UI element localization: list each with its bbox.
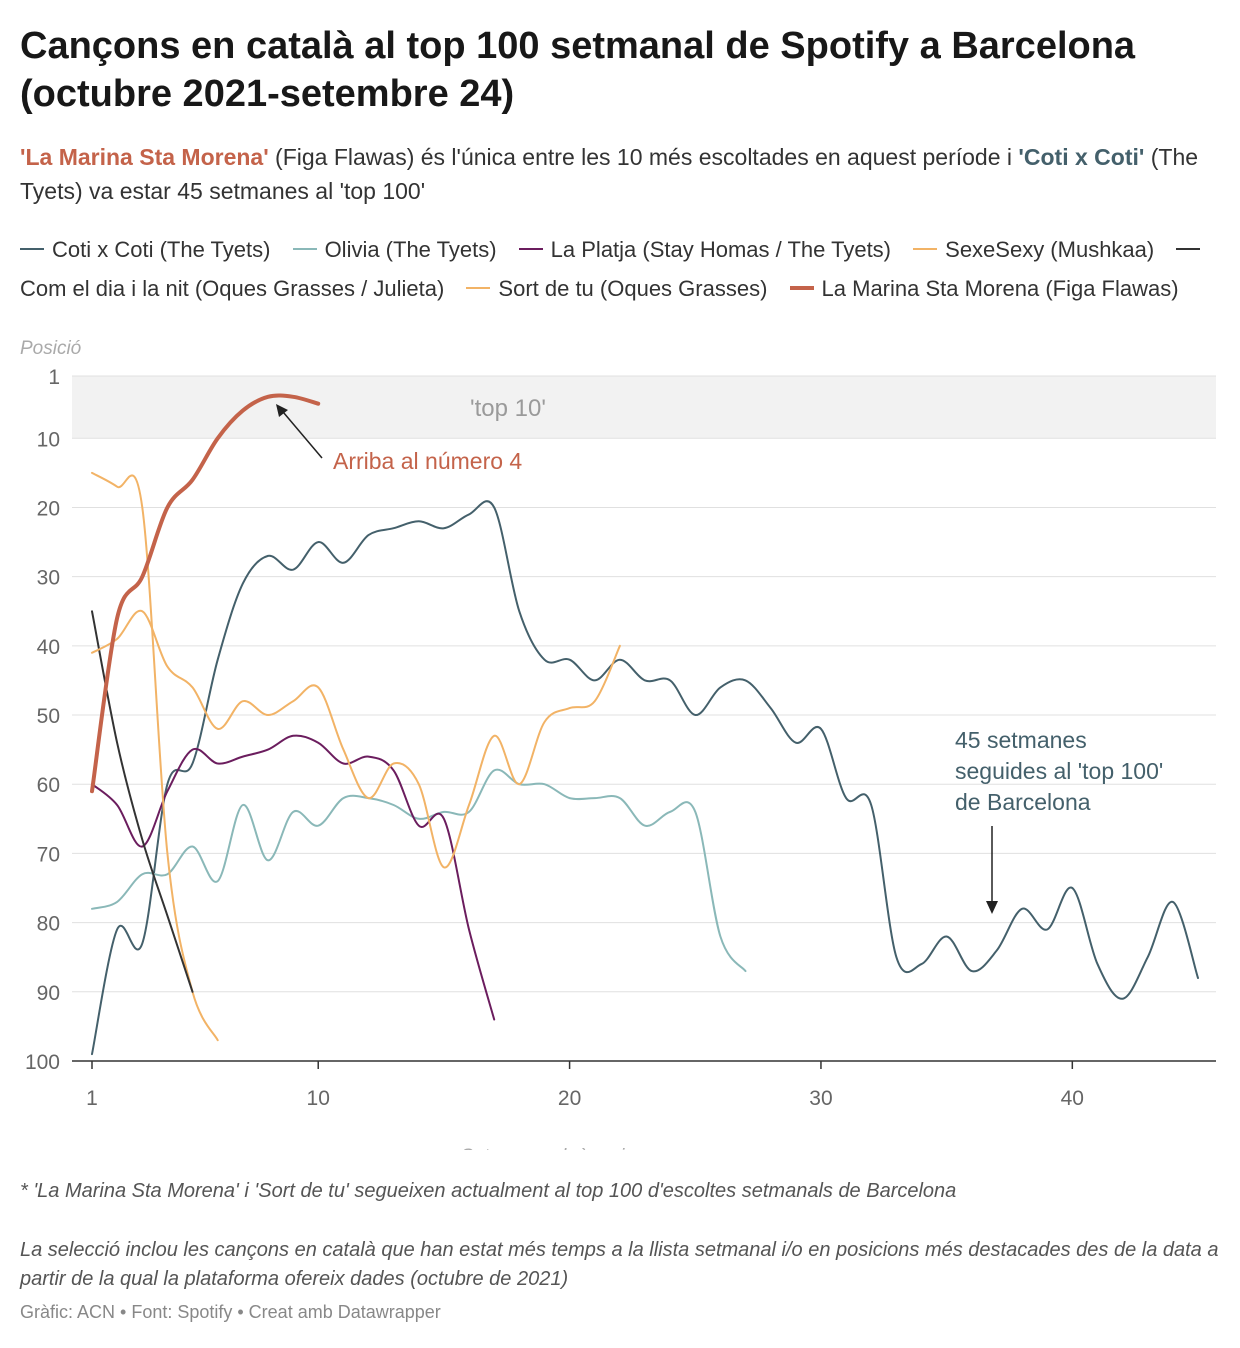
credit-line: Gràfic: ACN • Font: Spotify • Creat amb … bbox=[20, 1302, 441, 1322]
series-line-2 bbox=[91, 734, 496, 1021]
legend-label: La Marina Sta Morena (Figa Flawas) bbox=[821, 276, 1179, 301]
y-tick-label: 40 bbox=[37, 636, 60, 659]
series-line-5 bbox=[91, 609, 621, 869]
legend-item: Olivia (The Tyets) bbox=[292, 237, 497, 262]
subtitle-text-2: (The Tyets) va estar 45 setmanes al 'top… bbox=[20, 144, 1199, 204]
footnote-selection: La selecció inclou les cançons en català… bbox=[20, 1239, 1219, 1290]
y-tick-label: 90 bbox=[37, 982, 60, 1005]
annotation-arrowhead-peak bbox=[276, 404, 288, 417]
chart-area: 'top 10' 1 10 20 30 40 50 60 70 80 90 100 1 10 20 30 40 P… bbox=[0, 330, 1240, 1167]
y-tick-label: 80 bbox=[37, 913, 60, 936]
legend-label: La Platja (Stay Homas / The Tyets) bbox=[550, 237, 892, 262]
legend-swatch bbox=[20, 248, 44, 251]
y-tick-label: 20 bbox=[37, 497, 60, 520]
legend-label: SexeSexy (Mushkaa) bbox=[945, 237, 1155, 262]
x-axis-title: Setmanes al rànquing bbox=[461, 1146, 646, 1150]
chart-title: Cançons en català al top 100 setmanal de… bbox=[20, 25, 1136, 115]
legend-item: SexeSexy (Mushkaa) bbox=[913, 237, 1154, 262]
subtitle-highlight-coti: 'Coti x Coti' bbox=[1018, 144, 1145, 170]
subtitle-text-1: (Figa Flawas) és l'única entre les 10 mé… bbox=[268, 144, 1019, 170]
footnote-current: * 'La Marina Sta Morena' i 'Sort de tu' … bbox=[20, 1180, 957, 1202]
legend-item: La Platja (Stay Homas / The Tyets) bbox=[518, 237, 892, 262]
legend-item: Coti x Coti (The Tyets) bbox=[20, 237, 270, 262]
annotation-peak-label: Arriba al número 4 bbox=[333, 448, 522, 474]
y-tick-label: 1 bbox=[48, 366, 60, 389]
y-tick-label: 60 bbox=[37, 774, 60, 797]
y-tick-label: 50 bbox=[37, 705, 60, 728]
series-line-0 bbox=[91, 500, 1199, 1056]
legend-swatch bbox=[292, 248, 317, 251]
annotation-weeks-line: seguides al 'top 100' bbox=[955, 758, 1163, 784]
chart-legend: Coti x Coti (The Tyets) Olivia (The Tyet… bbox=[20, 230, 1220, 308]
top10-band-label: 'top 10' bbox=[470, 395, 546, 422]
series-line-1 bbox=[91, 768, 747, 973]
legend-label: Olivia (The Tyets) bbox=[324, 237, 497, 262]
y-tick-label: 100 bbox=[25, 1051, 60, 1074]
annotation-arrowhead-weeks bbox=[986, 901, 998, 914]
legend-item: Sort de tu (Oques Grasses) bbox=[466, 276, 767, 301]
x-tick-label: 30 bbox=[809, 1087, 832, 1110]
legend-item: La Marina Sta Morena (Figa Flawas) bbox=[789, 276, 1179, 301]
x-tick-label: 10 bbox=[307, 1087, 330, 1110]
legend-swatch bbox=[518, 248, 543, 251]
legend-swatch bbox=[913, 248, 938, 251]
legend-swatch bbox=[466, 287, 491, 290]
legend-swatch bbox=[789, 286, 814, 291]
top10-band bbox=[72, 376, 1216, 439]
chart-subtitle: 'La Marina Sta Morena' (Figa Flawas) és … bbox=[20, 140, 1220, 208]
y-axis-title: Posició bbox=[20, 338, 82, 359]
legend-label: Com el dia i la nit (Oques Grasses / Jul… bbox=[20, 276, 445, 301]
annotation-weeks-line: 45 setmanes bbox=[955, 727, 1087, 753]
y-tick-label: 70 bbox=[37, 843, 60, 866]
legend-swatch bbox=[1176, 248, 1201, 251]
annotation-weeks-line: de Barcelona bbox=[955, 789, 1091, 815]
x-tick-label: 1 bbox=[86, 1087, 98, 1110]
annotation-weeks-label: 45 setmanes seguides al 'top 100' de Barce… bbox=[955, 727, 1163, 815]
y-tick-label: 30 bbox=[37, 567, 60, 590]
annotation-arrow-peak bbox=[277, 405, 323, 459]
series-line-6 bbox=[90, 393, 321, 794]
legend-label: Coti x Coti (The Tyets) bbox=[52, 237, 271, 262]
x-tick-label: 40 bbox=[1061, 1087, 1084, 1110]
x-tick-label: 20 bbox=[558, 1087, 581, 1110]
y-tick-label: 10 bbox=[37, 428, 60, 451]
legend-item: Com el dia i la nit (Oques Grasses / Jul… bbox=[20, 237, 1208, 301]
subtitle-highlight-marina: 'La Marina Sta Morena' bbox=[20, 144, 269, 170]
legend-label: Sort de tu (Oques Grasses) bbox=[498, 276, 768, 301]
